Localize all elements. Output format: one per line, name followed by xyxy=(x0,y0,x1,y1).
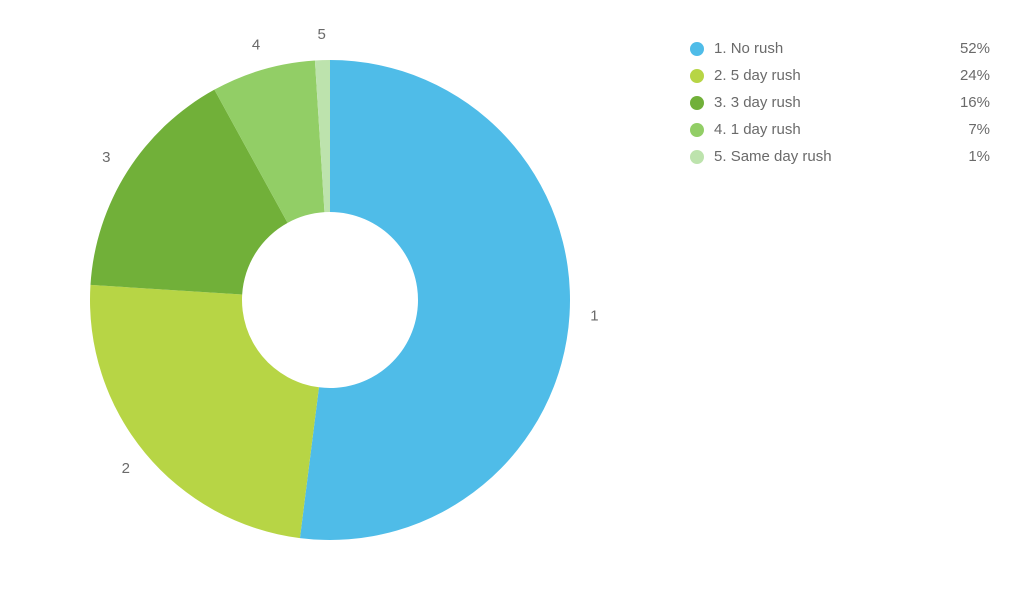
legend-swatch xyxy=(690,69,704,83)
legend-index: 5. xyxy=(714,148,727,165)
donut-slice xyxy=(90,285,319,538)
legend-value: 52% xyxy=(940,40,990,57)
legend-index: 1. xyxy=(714,40,727,57)
legend-row: 3. 3 day rush 16% xyxy=(690,94,990,111)
legend-value: 1% xyxy=(940,148,990,165)
legend-text: No rush xyxy=(731,40,784,57)
slice-label: 1 xyxy=(590,308,598,325)
donut-chart: 1 2 3 4 5 xyxy=(40,10,620,590)
legend-swatch xyxy=(690,96,704,110)
legend-index: 3. xyxy=(714,94,727,111)
legend-text: Same day rush xyxy=(731,148,832,165)
legend-swatch xyxy=(690,42,704,56)
slice-label: 2 xyxy=(122,460,130,477)
slice-label: 3 xyxy=(102,149,110,166)
legend-index: 2. xyxy=(714,67,727,84)
donut-svg: 1 2 3 4 5 xyxy=(40,10,620,590)
legend-value: 7% xyxy=(940,121,990,138)
legend-label: 4. 1 day rush xyxy=(714,121,940,138)
legend-text: 5 day rush xyxy=(731,67,801,84)
legend-label: 5. Same day rush xyxy=(714,148,940,165)
legend-text: 3 day rush xyxy=(731,94,801,111)
slice-label: 4 xyxy=(252,36,260,53)
legend-row: 5. Same day rush 1% xyxy=(690,148,990,165)
legend-row: 2. 5 day rush 24% xyxy=(690,67,990,84)
legend-value: 16% xyxy=(940,94,990,111)
legend-row: 4. 1 day rush 7% xyxy=(690,121,990,138)
legend-text: 1 day rush xyxy=(731,121,801,138)
legend: 1. No rush 52% 2. 5 day rush 24% 3. 3 da… xyxy=(690,40,990,175)
slice-label: 5 xyxy=(318,26,326,43)
chart-container: 1 2 3 4 5 1. No rush 52% 2. 5 day rush 24% 3… xyxy=(0,0,1024,597)
legend-value: 24% xyxy=(940,67,990,84)
legend-label: 1. No rush xyxy=(714,40,940,57)
donut-slice xyxy=(300,60,570,540)
legend-label: 2. 5 day rush xyxy=(714,67,940,84)
legend-row: 1. No rush 52% xyxy=(690,40,990,57)
legend-swatch xyxy=(690,123,704,137)
legend-swatch xyxy=(690,150,704,164)
legend-index: 4. xyxy=(714,121,727,138)
legend-label: 3. 3 day rush xyxy=(714,94,940,111)
